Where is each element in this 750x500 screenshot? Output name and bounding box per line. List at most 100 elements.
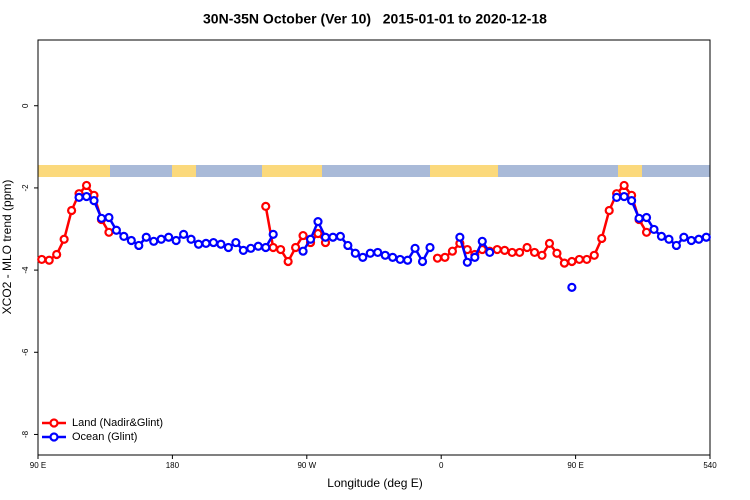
point [104,227,114,237]
point [514,247,525,258]
point [462,257,472,267]
point [582,254,592,265]
point [328,232,338,242]
point [365,248,375,258]
point [283,256,293,267]
point [567,282,577,292]
point [649,224,659,235]
point [350,248,360,258]
point [589,250,599,260]
point [507,247,517,258]
point [686,235,696,246]
y-tick-label: 0 [21,103,30,108]
point [126,235,136,246]
point [395,254,405,265]
point [89,196,99,206]
point [141,232,151,242]
y-axis-label: XCO2 - MLO trend (ppm) [0,180,14,315]
point [320,232,331,242]
point [37,254,47,265]
y-tick-label: -4 [21,266,30,274]
point [276,244,286,255]
point [477,236,487,246]
point [604,205,614,216]
point [500,245,510,255]
point [619,180,629,191]
point [119,231,129,242]
point [238,245,248,255]
point [298,246,308,256]
point [253,241,263,251]
point [343,240,353,251]
point [447,246,457,256]
point [201,238,211,248]
point [537,250,547,260]
legend-marker [49,418,59,428]
point [149,236,159,246]
point [44,255,54,265]
point [358,252,368,262]
point [52,249,62,260]
point [679,232,689,242]
point [268,242,278,253]
y-tick-label: -8 [21,430,30,438]
point [417,256,428,267]
point [134,240,144,251]
point [626,196,637,206]
x-tick-label: 0 [439,461,444,470]
point [111,225,122,235]
point [425,242,435,253]
point [193,239,204,249]
legend-marker [49,432,59,442]
point [291,242,301,253]
point [261,242,271,253]
point [559,258,570,268]
y-tick-label: -2 [21,184,30,192]
point [74,192,84,202]
point [664,234,674,244]
point [268,229,278,239]
point [66,205,77,216]
x-tick-label: 90 W [297,461,316,470]
point [81,191,92,202]
point [186,234,196,244]
point [574,254,584,265]
point [529,247,540,258]
legend-label: Ocean (Glint) [72,431,137,443]
point [380,250,390,260]
point [305,234,316,244]
point [634,213,644,223]
x-tick-label: 90 E [567,461,583,470]
point [96,213,107,223]
point [671,240,682,251]
point [470,252,480,262]
point [231,237,241,248]
point [171,235,181,246]
point [656,231,667,242]
point [544,238,555,248]
point [373,247,383,258]
point [455,232,465,242]
point [485,247,495,258]
point [179,229,189,239]
point [246,243,256,253]
point [81,180,92,191]
point [156,234,166,244]
point [298,230,308,241]
point [492,244,502,255]
point [335,231,345,242]
y-tick-label: -6 [21,348,30,356]
point [410,243,420,253]
point [104,212,114,223]
point [567,256,577,267]
point [388,252,398,262]
point [164,232,174,242]
point [432,253,443,263]
point [619,191,629,202]
point [313,228,323,239]
point [612,192,622,202]
x-tick-label: 90 E [30,461,46,470]
point [216,239,226,249]
point [59,234,69,244]
x-tick-label: 540 [703,461,717,470]
